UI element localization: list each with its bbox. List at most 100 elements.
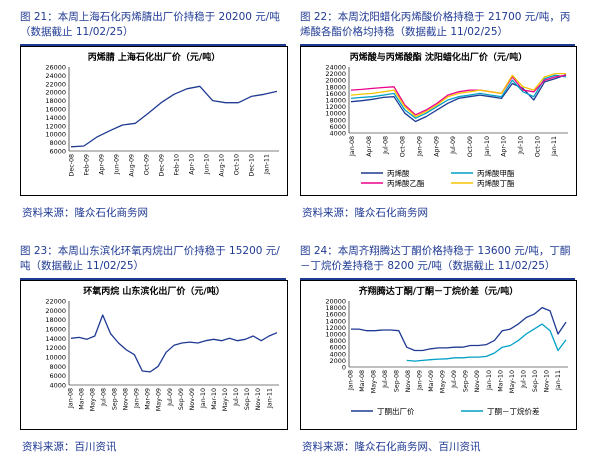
x-tick-label: Jul-08	[100, 388, 107, 407]
x-tick-label: Oct-09	[467, 136, 474, 157]
y-tick-label: 10000	[45, 131, 66, 139]
y-tick-label: 18000	[45, 316, 66, 324]
x-tick-label: May-08	[371, 370, 378, 393]
x-tick-label: Jun-10	[204, 154, 211, 175]
series-line	[350, 72, 566, 118]
x-tick-label: Apr-09	[99, 154, 106, 175]
x-tick-label: Nov-10	[255, 388, 262, 410]
series-line	[350, 74, 567, 119]
x-tick-label: Sep-08	[394, 370, 401, 392]
x-tick-label: Jan-09	[417, 370, 424, 391]
source-note: 资料来源：隆众石化商务网	[302, 207, 428, 219]
y-tick-label: 6000	[49, 148, 66, 156]
x-tick-label: Nov-09	[474, 370, 481, 392]
y-tick-label: 18000	[45, 97, 66, 105]
y-tick-label: 10000	[325, 110, 346, 118]
x-tick-label: Nov-08	[405, 370, 412, 392]
x-tick-label: Jan-09	[134, 388, 141, 409]
x-tick-label: Jan-08	[347, 370, 354, 391]
x-tick-label: Jul-09	[167, 388, 174, 407]
chart-panel: 丙烯酸与丙烯酸酯 沈阳蜡化出厂价（元/吨） 4000 6000 8000 10000 12…	[300, 46, 577, 196]
series-line	[350, 74, 567, 116]
y-tick-label: 4000	[49, 382, 66, 390]
legend-label: 丙烯酸	[387, 168, 410, 178]
x-tick-label: Jan-10	[484, 136, 491, 157]
chart-svg: 环氧丙烷 山东滨化出厂价（元/吨）40006000800010000120001…	[45, 285, 279, 411]
y-tick-label: 20000	[45, 89, 66, 97]
x-tick-label: Sep-09	[178, 388, 185, 410]
y-tick-label: 16000	[325, 311, 346, 319]
x-tick-label: Mar-09	[145, 388, 152, 410]
x-tick-label: Nov-09	[189, 388, 196, 410]
source-note: 资料来源：百川资讯	[22, 441, 117, 453]
legend-label: 丙烯酸乙酯	[387, 178, 425, 188]
y-tick-label: 24000	[45, 72, 66, 80]
x-tick-label: Oct-10	[534, 136, 541, 157]
x-tick-label: Aug-10	[219, 154, 226, 177]
y-tick-label: 20000	[45, 307, 66, 315]
figure-caption: 图 21：本周上海石化丙烯腈出厂价持稳于 20200 元/吨（数据截止 11/0…	[20, 11, 280, 38]
x-tick-label: May-09	[156, 388, 163, 411]
y-tick-label: 12000	[325, 103, 346, 111]
legend-label: 丙烯酸丁酯	[477, 178, 515, 188]
source-note: 资料来源：隆众石化商务网、百川资讯	[302, 441, 481, 453]
y-tick-label: 22000	[45, 80, 66, 88]
y-tick-label: 12000	[45, 122, 66, 130]
chart-svg: 丙烯酸与丙烯酸酯 沈阳蜡化出厂价（元/吨） 4000600080001000012…	[325, 51, 568, 188]
y-tick-label: 8000	[49, 139, 66, 147]
legend-label: 丙烯酸甲酯	[477, 168, 515, 178]
figure-caption: 图 22：本周沈阳蜡化丙烯酸价格持稳于 21700 元/吨，丙烯酸各酯价格均持稳…	[300, 11, 571, 38]
x-tick-label: Feb-09	[84, 154, 91, 175]
chart-svg: 丙烯腈 上海石化出厂价（元/吨）600080001000012000140001…	[45, 51, 279, 177]
y-tick-label: 18000	[325, 83, 346, 91]
series-line	[70, 85, 278, 148]
x-tick-label: Mar-08	[78, 388, 85, 410]
separator	[300, 44, 575, 46]
y-tick-label: 14000	[325, 97, 346, 105]
y-tick-label: 20000	[325, 77, 346, 85]
chart-title: 齐翔腾达丁酮/丁酮－丁烷价差（元/吨）	[359, 285, 519, 297]
x-tick-label: Jan-10	[486, 370, 493, 391]
x-tick-label: Dec-08	[69, 154, 76, 176]
x-tick-label: May-09	[440, 370, 447, 393]
y-tick-label: 8000	[329, 116, 346, 124]
legend-label: 丁酮出厂价	[377, 406, 415, 416]
x-tick-label: Apr-08	[366, 136, 373, 157]
x-tick-label: Jul-10	[520, 370, 527, 389]
y-tick-label: 4000	[329, 350, 346, 358]
y-tick-label: 8000	[329, 337, 346, 345]
x-tick-label: May-10	[222, 388, 229, 411]
separator	[300, 278, 575, 280]
x-tick-label: Jul-09	[450, 136, 457, 155]
chart-panel: 环氧丙烷 山东滨化出厂价（元/吨） 4000 6000 8000 10000 12000 1…	[20, 280, 288, 430]
x-tick-label: Sep-10	[532, 370, 539, 392]
x-tick-label: Oct-08	[400, 136, 407, 157]
y-tick-label: 12000	[325, 324, 346, 332]
separator	[20, 278, 286, 280]
x-tick-label: Oct-09	[144, 154, 151, 175]
y-tick-label: 8000	[49, 363, 66, 371]
x-tick-label: Jun-09	[114, 154, 121, 175]
chart-title: 环氧丙烷 山东滨化出厂价（元/吨）	[83, 285, 224, 297]
x-tick-label: Jul-08	[383, 136, 390, 155]
chart-panel: 丙烯腈 上海石化出厂价（元/吨） 6000 8000 10000 12000 14000 1…	[20, 46, 288, 196]
x-tick-label: Jul-10	[518, 136, 525, 155]
x-tick-label: Aug-09	[129, 154, 136, 177]
x-tick-label: Jan-11	[555, 370, 562, 391]
y-tick-label: 6000	[329, 344, 346, 352]
y-tick-label: 12000	[45, 344, 66, 352]
series-line	[406, 323, 567, 362]
x-tick-label: Jan-11	[266, 388, 273, 409]
y-tick-label: 22000	[45, 298, 66, 306]
x-tick-label: Apr-10	[189, 154, 196, 175]
x-tick-label: Mar-10	[211, 388, 218, 410]
x-tick-label: Jan-11	[551, 136, 558, 157]
x-tick-label: Apr-10	[501, 136, 508, 157]
separator	[20, 44, 286, 46]
y-tick-label: 24000	[325, 64, 346, 72]
x-tick-label: Feb-10	[174, 154, 181, 175]
y-tick-label: 6000	[329, 123, 346, 131]
x-tick-label: Apr-09	[433, 136, 440, 157]
y-tick-label: 14000	[45, 335, 66, 343]
y-tick-label: 14000	[325, 317, 346, 325]
